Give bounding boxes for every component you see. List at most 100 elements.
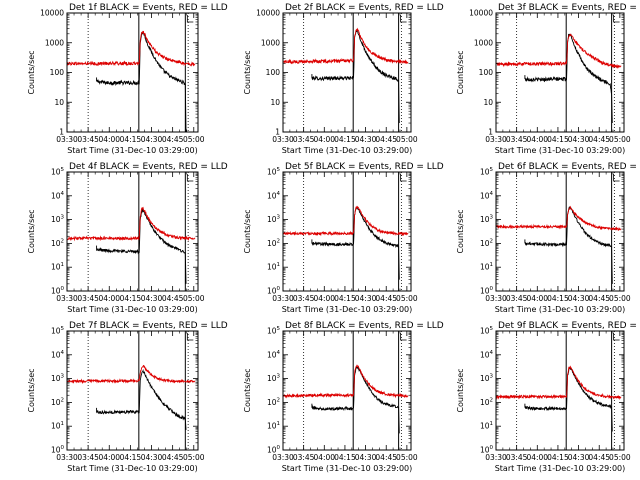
x-tick-label: 04:00	[313, 294, 335, 303]
events-trace	[311, 29, 400, 124]
y-axis-label: Counts/sec	[27, 209, 36, 253]
y-axis-label: Counts/sec	[456, 209, 465, 253]
plot-frame	[495, 12, 625, 133]
plot-frame	[66, 330, 199, 451]
y-tick-label: 105	[51, 326, 65, 336]
plot-frame	[495, 171, 625, 292]
y-tick-label: 100	[267, 286, 281, 296]
y-tick-label: 100	[51, 445, 65, 455]
x-tick-label: 03:30	[485, 453, 507, 462]
x-tick-label: 04:15	[334, 135, 356, 144]
y-tick-label: 105	[267, 326, 281, 336]
interval-bracket-mark	[613, 174, 620, 182]
x-tick-label: 04:30	[141, 294, 163, 303]
x-tick-label: 04:15	[120, 135, 142, 144]
x-tick-label: 04:30	[568, 294, 590, 303]
x-axis-label: Start Time (31-Dec-10 03:29:00)	[67, 464, 198, 473]
x-axis-label: Start Time (31-Dec-10 03:29:00)	[282, 305, 413, 314]
x-axis-label: Start Time (31-Dec-10 03:29:00)	[67, 146, 198, 155]
x-tick-label: 04:45	[375, 135, 397, 144]
y-tick-label: 102	[480, 397, 493, 407]
y-tick-label: 10000	[469, 9, 493, 18]
panel-det-2: Det 2f BLACK = Events, RED = LLD Counts/s…	[243, 3, 444, 155]
y-tick-label: 101	[51, 421, 64, 431]
x-tick-label: 03:30	[56, 453, 78, 462]
x-tick-label: 05:00	[396, 453, 418, 462]
panel-title: Det 8f BLACK = Events, RED = LLD	[285, 321, 444, 331]
x-tick-label: 04:30	[355, 135, 377, 144]
panel-det-8: Det 8f BLACK = Events, RED = LLD Counts/s…	[243, 321, 444, 473]
panel-title: Det 9f BLACK = Events, RED = LLD	[498, 321, 640, 331]
y-tick-label: 10000	[40, 9, 64, 18]
x-tick-label: 03:30	[485, 294, 507, 303]
y-tick-label: 103	[480, 215, 494, 225]
y-tick-label: 101	[267, 262, 280, 272]
y-tick-label: 104	[267, 191, 281, 201]
y-tick-label: 101	[480, 421, 493, 431]
y-tick-label: 105	[267, 167, 281, 177]
lld-trace	[67, 364, 196, 384]
x-tick-label: 04:15	[547, 294, 569, 303]
x-tick-label: 04:15	[334, 294, 356, 303]
x-axis-label: Start Time (31-Dec-10 03:29:00)	[67, 305, 198, 314]
y-tick-label: 100	[50, 68, 65, 77]
x-tick-label: 03:45	[293, 453, 315, 462]
y-tick-label: 1000	[261, 38, 280, 47]
x-axis-label: Start Time (31-Dec-10 03:29:00)	[495, 146, 626, 155]
y-tick-label: 1000	[474, 38, 493, 47]
lld-trace	[496, 205, 622, 231]
panel-det-4: Det 4f BLACK = Events, RED = LLD Counts/s…	[27, 162, 228, 314]
x-tick-label: 04:45	[588, 294, 610, 303]
x-tick-label: 04:00	[98, 453, 120, 462]
interval-bracket-mark	[400, 15, 407, 23]
y-tick-label: 10000	[256, 9, 280, 18]
y-axis-label: Counts/sec	[243, 368, 252, 412]
x-tick-label: 05:00	[396, 135, 418, 144]
plot-frame	[282, 171, 412, 292]
x-axis-label: Start Time (31-Dec-10 03:29:00)	[495, 305, 626, 314]
x-tick-label: 04:45	[375, 453, 397, 462]
events-trace	[311, 366, 400, 434]
events-trace	[524, 33, 613, 124]
lld-trace	[283, 27, 409, 65]
y-tick-label: 102	[51, 397, 64, 407]
x-tick-label: 03:45	[506, 135, 528, 144]
x-tick-label: 04:00	[313, 135, 335, 144]
x-tick-label: 04:30	[355, 294, 377, 303]
x-tick-label: 05:00	[396, 294, 418, 303]
y-tick-label: 103	[480, 374, 494, 384]
x-tick-label: 03:30	[272, 453, 294, 462]
panel-det-6: Det 6f BLACK = Events, RED = LLD Counts/s…	[456, 162, 640, 314]
interval-bracket-mark	[186, 15, 194, 23]
lld-trace	[67, 206, 196, 242]
y-tick-label: 104	[480, 191, 494, 201]
x-tick-label: 03:30	[485, 135, 507, 144]
y-tick-label: 105	[480, 326, 494, 336]
y-axis-label: Counts/sec	[27, 50, 36, 94]
y-tick-label: 103	[267, 374, 281, 384]
y-tick-label: 103	[267, 215, 281, 225]
x-tick-label: 04:45	[588, 453, 610, 462]
x-tick-label: 04:00	[526, 135, 548, 144]
x-tick-label: 03:45	[506, 453, 528, 462]
y-axis-label: Counts/sec	[456, 368, 465, 412]
panel-title: Det 6f BLACK = Events, RED = LLD	[498, 162, 640, 172]
x-tick-label: 03:45	[77, 135, 99, 144]
y-tick-label: 101	[51, 262, 64, 272]
y-tick-label: 100	[267, 445, 281, 455]
panel-title: Det 1f BLACK = Events, RED = LLD	[69, 3, 228, 13]
y-tick-label: 10	[270, 98, 280, 107]
interval-bracket-mark	[613, 15, 620, 23]
y-tick-label: 105	[480, 167, 494, 177]
panel-det-7: Det 7f BLACK = Events, RED = LLD Counts/s…	[27, 321, 228, 473]
x-tick-label: 05:00	[609, 294, 631, 303]
interval-bracket-mark	[186, 174, 194, 182]
events-trace	[524, 206, 613, 284]
lld-trace	[283, 205, 409, 237]
interval-bracket-mark	[186, 333, 194, 341]
x-tick-label: 04:30	[568, 453, 590, 462]
lld-trace	[496, 33, 622, 69]
events-trace	[96, 208, 187, 284]
y-tick-label: 101	[480, 262, 493, 272]
plot-frame	[66, 171, 199, 292]
